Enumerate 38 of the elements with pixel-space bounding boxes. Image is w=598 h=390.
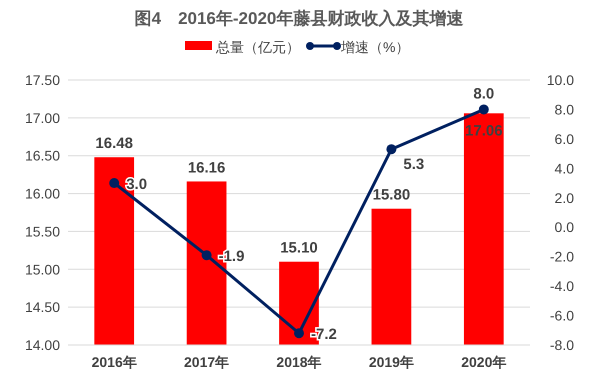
y-tick-label: 16.50 <box>24 148 60 164</box>
y2-tick-label: 10.0 <box>546 72 574 88</box>
y-tick-label: 16.00 <box>24 186 60 202</box>
point <box>294 328 304 338</box>
point <box>478 104 489 114</box>
y2-tick-label: -8.0 <box>550 337 574 353</box>
y2-tick-label: 4.0 <box>554 160 574 176</box>
x-tick-label: 2019年 <box>368 354 414 370</box>
y-tick-label: 15.50 <box>24 223 60 240</box>
x-tick-label: 2016年 <box>92 354 137 370</box>
data-label: 17.06 <box>465 122 503 140</box>
x-tick-label: 2018年 <box>276 354 322 370</box>
y2-tick-label: 8.0 <box>554 101 574 118</box>
y-tick-label: 15.00 <box>24 261 60 278</box>
y2-tick-label: 6.0 <box>554 130 574 147</box>
y-tick-label: 14.00 <box>24 337 60 353</box>
y2-tick-label: -6.0 <box>550 308 574 324</box>
data-label: 16.16 <box>188 159 226 176</box>
y2-tick-label: -2.0 <box>550 248 574 265</box>
x-tick-label: 2020年 <box>461 354 506 370</box>
legend-label: 总量（亿元） <box>215 39 300 55</box>
data-label: 8.0 <box>473 85 494 102</box>
y2-tick-label: 0.0 <box>554 219 574 236</box>
data-label: 16.48 <box>95 135 133 152</box>
y-tick-label: 14.50 <box>24 299 60 316</box>
y2-tick-label: 2.0 <box>554 190 574 206</box>
point <box>202 250 212 260</box>
data-label: 5.3 <box>403 156 424 174</box>
point <box>386 144 396 154</box>
x-tick-label: 2017年 <box>184 354 230 370</box>
y2-tick-label: -4.0 <box>550 278 574 294</box>
data-label: 15.80 <box>372 186 410 204</box>
data-label: 15.10 <box>280 240 318 257</box>
legend-label: 增速（%） <box>340 39 410 55</box>
y-tick-label: 17.50 <box>24 72 60 88</box>
point <box>109 178 120 188</box>
chart-title: 图4 2016年-2020年藤县财政收入及其增速 <box>134 9 464 28</box>
y-tick-label: 17.00 <box>24 110 60 126</box>
